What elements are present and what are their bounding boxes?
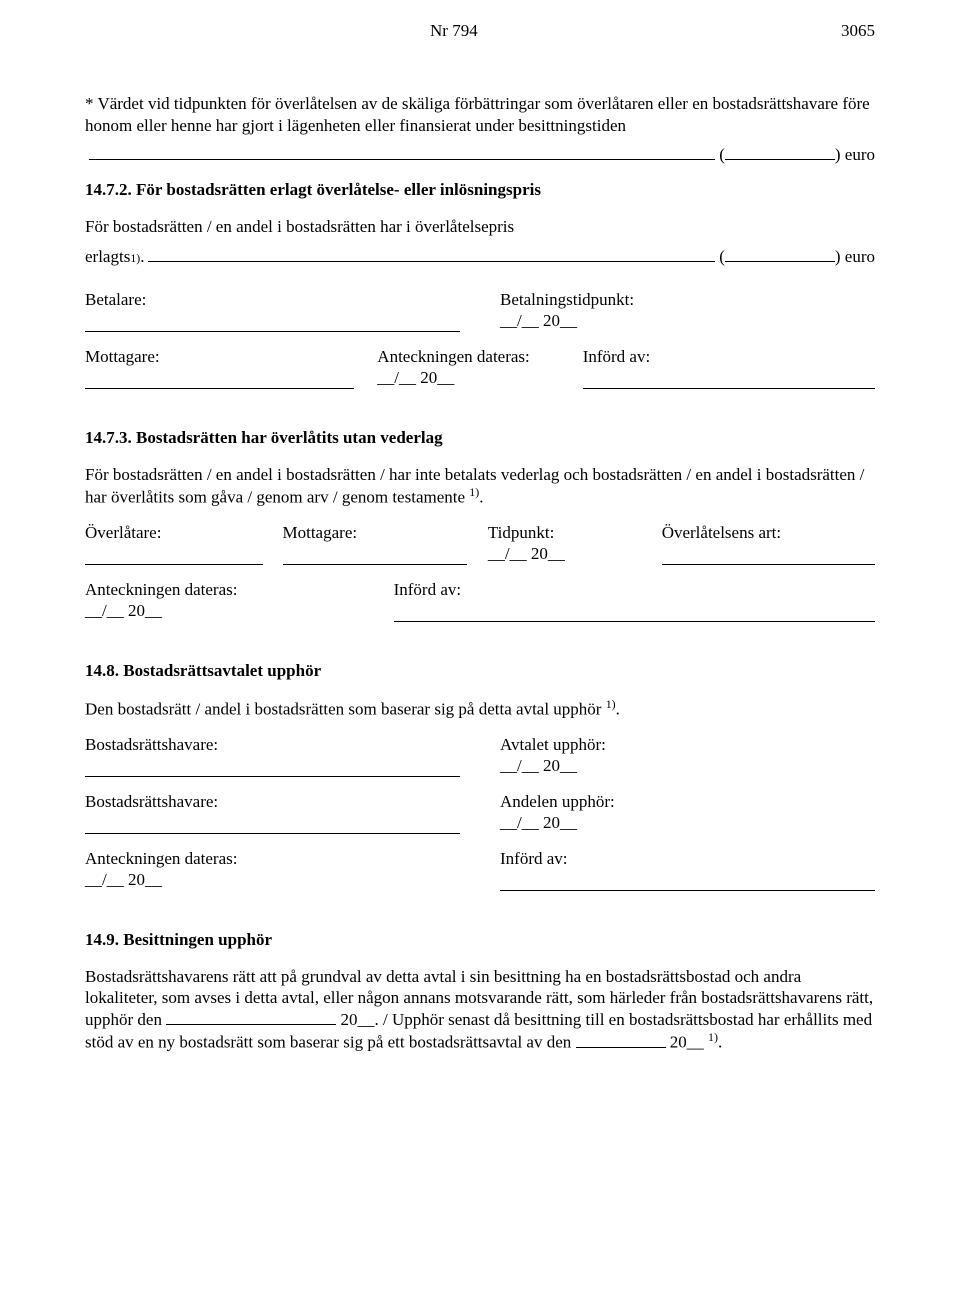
close-paren: ) euro — [835, 144, 875, 165]
anteck-14-8-row: Anteckningen dateras: __/__ 20__ Införd … — [85, 848, 875, 891]
note-euro-line: ( ) euro — [85, 142, 875, 165]
blank-14-9-a[interactable] — [166, 1024, 336, 1025]
heading-14-7-3: 14.7.3. Bostadsrätten har överlåtits uta… — [85, 427, 875, 448]
mottagare-row: Mottagare: Anteckningen dateras: __/__ 2… — [85, 346, 875, 389]
betalning-date[interactable]: __/__ 20__ — [500, 310, 875, 331]
para-14-9: Bostadsrättshavarens rätt att på grundva… — [85, 966, 875, 1053]
anteck-date[interactable]: __/__ 20__ — [377, 367, 582, 388]
anteck-date-2[interactable]: __/__ 20__ — [85, 600, 354, 621]
para-14-9-sup: 1) — [708, 1030, 718, 1044]
overlatare-row: Överlåtare: Mottagare: Tidpunkt: __/__ 2… — [85, 522, 875, 565]
para-14-7-2-a: För bostadsrätten / en andel i bostadsrä… — [85, 216, 875, 237]
note-text: * Värdet vid tidpunkten för överlåtelsen… — [85, 94, 870, 134]
open-paren: ( — [719, 144, 725, 165]
para-14-8-suffix: . — [616, 700, 620, 719]
over-label: Överlåtare: — [85, 522, 283, 543]
anteck-date-3[interactable]: __/__ 20__ — [85, 869, 460, 890]
para-14-7-3: För bostadsrätten / en andel i bostadsrä… — [85, 464, 875, 508]
inford-label-3: Införd av: — [500, 848, 875, 869]
inford-label-2: Införd av: — [394, 579, 875, 600]
havare-label-a: Bostadsrättshavare: — [85, 734, 460, 755]
anteck-label: Anteckningen dateras: — [377, 346, 582, 367]
betalare-row: Betalare: Betalningstidpunkt: __/__ 20__ — [85, 289, 875, 332]
art-label: Överlåtelsens art: — [662, 522, 875, 543]
mott-blank[interactable] — [283, 545, 468, 565]
blank-14-9-b[interactable] — [576, 1047, 666, 1048]
page-header: Nr 794 3065 — [85, 20, 875, 41]
anteck-label-2: Anteckningen dateras: — [85, 579, 354, 600]
avtalet-date[interactable]: __/__ 20__ — [500, 755, 875, 776]
andelen-date[interactable]: __/__ 20__ — [500, 812, 875, 833]
blank-amount[interactable] — [89, 142, 715, 160]
note-14-7-1: * Värdet vid tidpunkten för överlåtelsen… — [85, 93, 875, 136]
mottagare-blank[interactable] — [85, 369, 354, 389]
mott-label: Mottagare: — [283, 522, 488, 543]
havare-label-b: Bostadsrättshavare: — [85, 791, 460, 812]
betalare-blank[interactable] — [85, 312, 460, 332]
betalare-label: Betalare: — [85, 289, 460, 310]
havare-blank-a[interactable] — [85, 757, 460, 777]
para-14-9-c: 20__ — [670, 1033, 708, 1052]
havare-row-a: Bostadsrättshavare: Avtalet upphör: __/_… — [85, 734, 875, 777]
para-14-8: Den bostadsrätt / andel i bostadsrätten … — [85, 697, 875, 720]
tid-date[interactable]: __/__ 20__ — [488, 543, 662, 564]
para-14-9-b: 20__. / Upphör senast då besittning till… — [85, 1010, 872, 1052]
blank-currency-2[interactable] — [725, 261, 835, 262]
art-blank[interactable] — [662, 545, 875, 565]
doc-number: Nr 794 — [430, 20, 478, 41]
inford-blank[interactable] — [583, 369, 875, 389]
avtalet-label: Avtalet upphör: — [500, 734, 875, 755]
inford-blank-3[interactable] — [500, 871, 875, 891]
heading-14-8: 14.8. Bostadsrättsavtalet upphör — [85, 660, 875, 681]
blank-currency[interactable] — [725, 159, 835, 160]
tid-label: Tidpunkt: — [488, 522, 662, 543]
close-paren-2: ) euro — [835, 246, 875, 267]
para-14-7-3-suffix: . — [479, 488, 483, 507]
erlagts-suffix: . — [140, 246, 144, 267]
open-paren-2: ( — [719, 246, 725, 267]
page-number: 3065 — [841, 20, 875, 41]
erlagts-sup: 1) — [130, 251, 140, 266]
havare-blank-b[interactable] — [85, 814, 460, 834]
inford-blank-2[interactable] — [394, 602, 875, 622]
inford-label: Införd av: — [583, 346, 875, 367]
blank-amount-2[interactable] — [148, 244, 715, 262]
para-14-8-sup: 1) — [606, 697, 616, 711]
betalning-label: Betalningstidpunkt: — [500, 289, 875, 310]
erlagts-line: erlagts 1). ( ) euro — [85, 244, 875, 267]
havare-row-b: Bostadsrättshavare: Andelen upphör: __/_… — [85, 791, 875, 834]
anteck-label-3: Anteckningen dateras: — [85, 848, 460, 869]
para-14-8-text: Den bostadsrätt / andel i bostadsrätten … — [85, 700, 606, 719]
over-blank[interactable] — [85, 545, 263, 565]
erlagts-label: erlagts — [85, 246, 130, 267]
para-14-9-suffix: . — [718, 1033, 722, 1052]
andelen-label: Andelen upphör: — [500, 791, 875, 812]
heading-14-9: 14.9. Besittningen upphör — [85, 929, 875, 950]
heading-14-7-2: 14.7.2. För bostadsrätten erlagt överlåt… — [85, 179, 875, 200]
mottagare-label: Mottagare: — [85, 346, 377, 367]
para-14-7-3-sup: 1) — [469, 485, 479, 499]
anteck-14-7-3-row: Anteckningen dateras: __/__ 20__ Införd … — [85, 579, 875, 622]
